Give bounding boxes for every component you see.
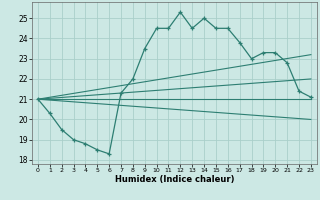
X-axis label: Humidex (Indice chaleur): Humidex (Indice chaleur) (115, 175, 234, 184)
